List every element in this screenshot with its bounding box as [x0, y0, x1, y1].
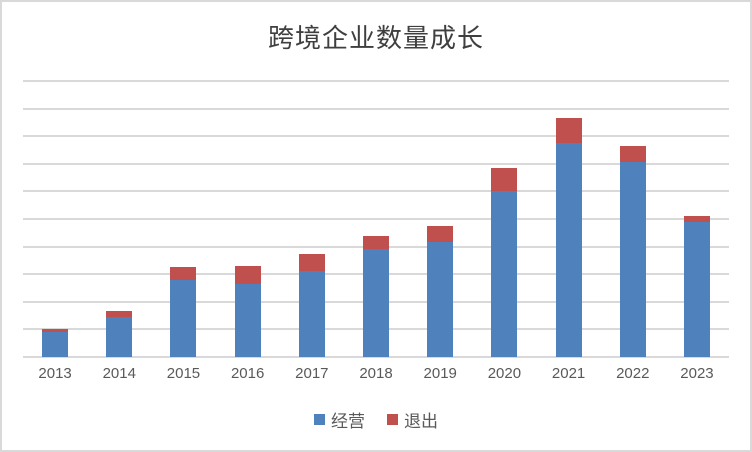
bar-segment-2022-经营	[619, 162, 646, 357]
bar-column-2023	[665, 81, 729, 357]
bar-column-2013	[23, 81, 87, 357]
x-axis-line	[23, 356, 729, 358]
bar-column-2021	[536, 81, 600, 357]
bar-segment-2016-退出	[234, 265, 261, 284]
bar-column-2018	[344, 81, 408, 357]
x-axis-label-2017: 2017	[295, 365, 329, 382]
bar-stack-2019	[427, 81, 454, 357]
x-axis-label-2016: 2016	[230, 365, 265, 382]
bar-stack-2021	[555, 81, 582, 357]
legend-swatch-icon	[387, 414, 398, 425]
x-axis-label-2014: 2014	[102, 365, 136, 382]
x-axis-label-2013: 2013	[38, 365, 72, 382]
gridline	[23, 107, 729, 110]
bar-segment-2020-经营	[491, 191, 518, 357]
gridline	[23, 135, 729, 138]
x-axis-label-2023: 2023	[680, 365, 714, 382]
x-axis-labels: 2013 2014 2015 2016 2017 2018 2019 2020 2021 2022…	[23, 365, 729, 382]
bar-segment-2017-退出	[298, 253, 325, 272]
bar-column-2022	[601, 81, 665, 357]
bar-stack-2020	[491, 81, 518, 357]
bar-stack-2014	[106, 81, 133, 357]
bar-segment-2015-经营	[170, 279, 197, 357]
bar-segment-2013-经营	[42, 332, 69, 357]
bar-segment-2013-退出	[42, 329, 69, 333]
bar-stack-2013	[42, 81, 69, 357]
bar-segment-2023-经营	[683, 221, 710, 357]
bar-segment-2015-退出	[170, 267, 197, 280]
bar-column-2014	[87, 81, 151, 357]
bar-segment-2021-退出	[555, 118, 582, 144]
legend-label: 经营	[331, 412, 365, 431]
x-axis-label-2020: 2020	[487, 365, 522, 382]
bar-segment-2023-退出	[683, 216, 710, 222]
bar-segment-2021-经营	[555, 143, 582, 357]
gridline	[23, 80, 729, 82]
bar-segment-2016-经营	[234, 283, 261, 357]
x-axis-label-2019: 2019	[423, 365, 457, 382]
bar-segment-2022-退出	[619, 145, 646, 163]
gridline	[23, 190, 729, 193]
bar-stack-2022	[619, 81, 646, 357]
gridline	[23, 218, 729, 220]
bar-segment-2019-退出	[427, 225, 454, 243]
bar-stack-2017	[298, 81, 325, 357]
x-axis-label-2018: 2018	[359, 365, 393, 382]
legend-item-退出: 退出	[387, 407, 438, 432]
bar-column-2016	[216, 81, 280, 357]
bar-segment-2014-经营	[106, 316, 133, 357]
bar-column-2020	[472, 81, 536, 357]
bar-segment-2018-经营	[362, 249, 389, 357]
bar-stack-2018	[362, 81, 389, 357]
bar-column-2019	[408, 81, 472, 357]
bar-segment-2014-退出	[106, 311, 133, 317]
chart-title: 跨境企业数量成长	[267, 24, 484, 53]
x-axis-label-2015: 2015	[166, 365, 201, 382]
plot-area	[23, 80, 729, 358]
x-axis-label-2021: 2021	[551, 365, 586, 382]
bar-segment-2019-经营	[427, 242, 454, 357]
bar-stack-2016	[234, 81, 261, 357]
legend: 经营 退出	[2, 407, 750, 432]
gridline	[23, 162, 729, 165]
bar-stack-2023	[683, 81, 710, 357]
bar-stack-2015	[170, 81, 197, 357]
legend-swatch-icon	[314, 414, 325, 425]
bar-segment-2020-退出	[491, 167, 518, 192]
legend-label: 退出	[404, 412, 438, 431]
x-axis-label-2022: 2022	[616, 365, 650, 382]
bar-column-2017	[280, 81, 344, 357]
bar-segment-2018-退出	[362, 235, 389, 250]
bar-column-2015	[151, 81, 215, 357]
legend-item-经营: 经营	[314, 407, 365, 432]
bar-segment-2017-经营	[298, 271, 325, 357]
